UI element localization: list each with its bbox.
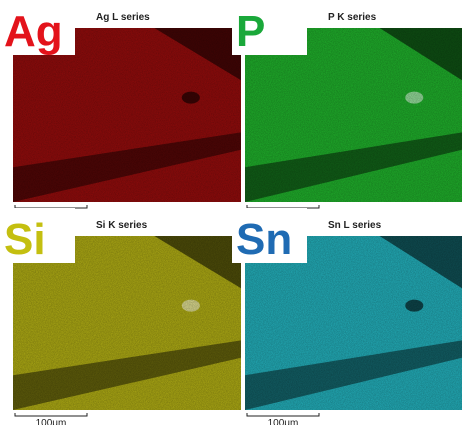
element-label: Sn [236, 215, 292, 264]
element-label: Ag [4, 7, 63, 56]
scale-bar [15, 205, 87, 208]
eds-maps: Ag Ag L series 100μm P P K series 100μm Si Si K… [0, 0, 464, 425]
scale-label: 100μm [268, 418, 299, 425]
series-label: Si K series [96, 220, 148, 231]
series-label: Ag L series [96, 12, 150, 23]
series-label: P K series [328, 12, 377, 23]
element-label: P [236, 7, 265, 56]
scale-bar [247, 413, 319, 416]
element-label: Si [4, 215, 46, 264]
series-label: Sn L series [328, 220, 382, 231]
scale-bar [247, 205, 319, 208]
scale-bar [15, 413, 87, 416]
scale-label: 100μm [36, 418, 67, 425]
